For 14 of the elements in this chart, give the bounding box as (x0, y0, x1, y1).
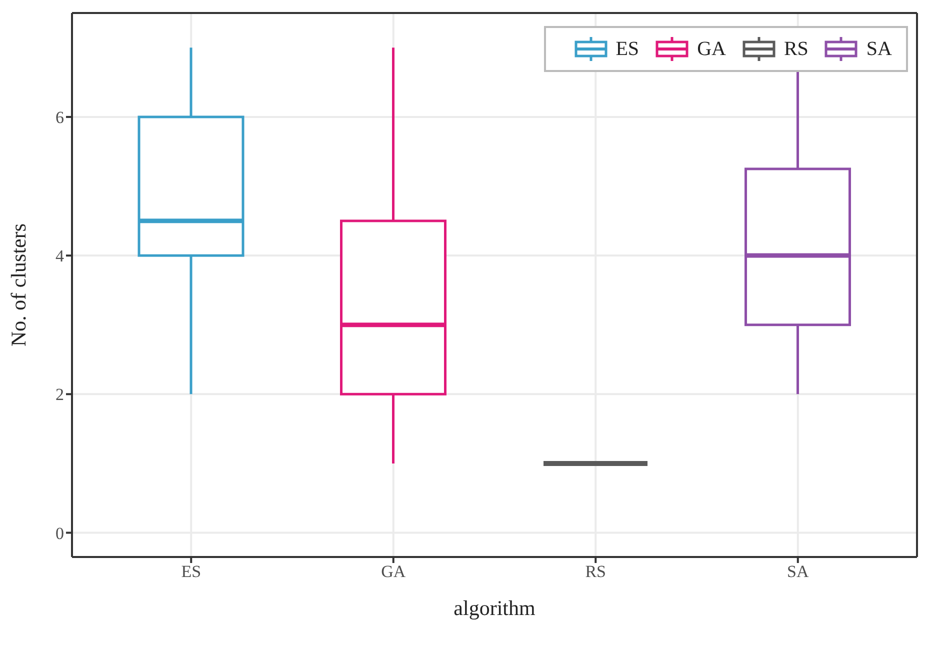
x-tick-label: ES (181, 562, 202, 582)
x-tick-label: SA (787, 562, 810, 582)
legend-label: GA (697, 38, 726, 60)
y-axis-title: No. of clusters (6, 223, 30, 347)
x-axis-title: algorithm (454, 596, 536, 620)
y-tick-label: 4 (56, 246, 64, 266)
legend-label: SA (866, 38, 892, 60)
y-tick-label: 0 (56, 524, 64, 543)
y-tick-label: 2 (56, 385, 64, 404)
legend-label: ES (616, 38, 640, 60)
x-tick-label: GA (381, 562, 406, 582)
x-tick-label: RS (585, 562, 606, 582)
legend-label: RS (784, 38, 808, 60)
y-tick-label: 6 (56, 108, 64, 127)
